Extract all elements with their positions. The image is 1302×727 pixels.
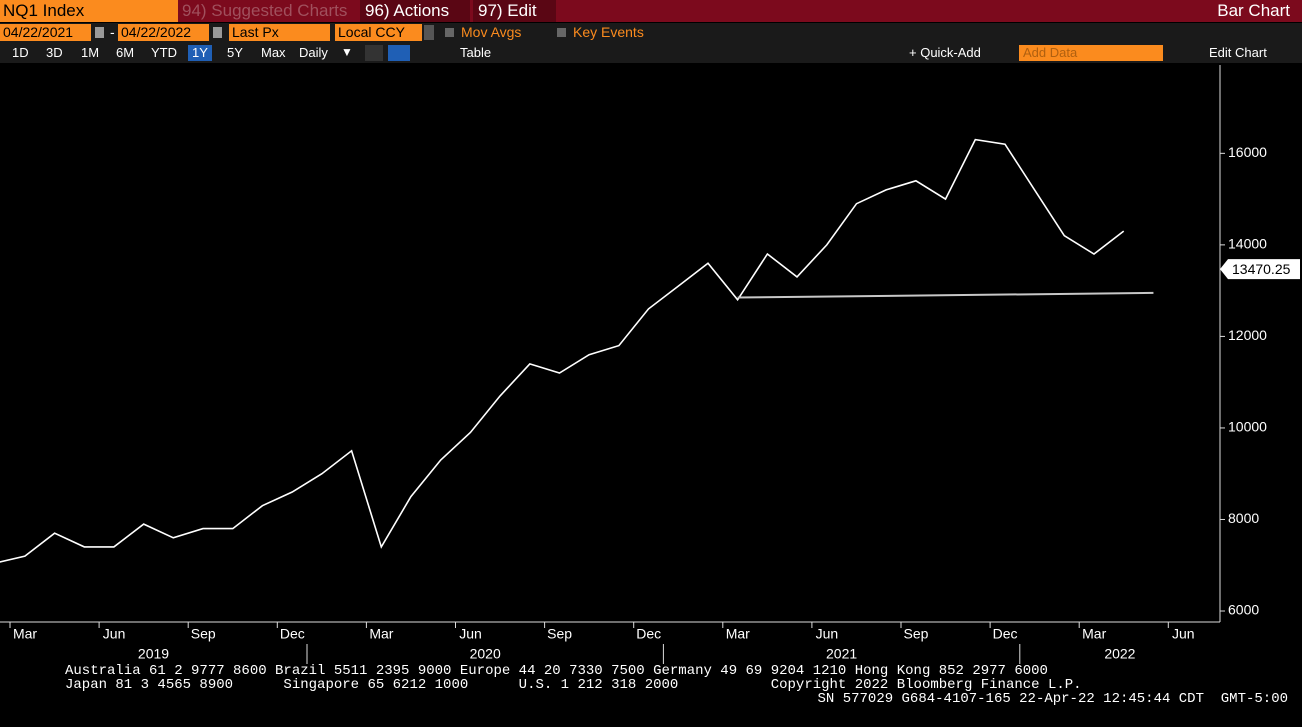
suggested-charts[interactable]: 94) Suggested Charts <box>182 1 348 20</box>
footer-line: Japan 81 3 4565 8900 Singapore 65 6212 1… <box>65 677 1082 693</box>
x-tick-label: Mar <box>1082 626 1106 642</box>
mov-avgs[interactable]: Mov Avgs <box>461 24 522 40</box>
x-tick-label: Mar <box>726 626 750 642</box>
checkbox[interactable] <box>557 28 566 37</box>
range-button[interactable]: 1D <box>12 45 29 60</box>
range-button[interactable]: YTD <box>151 45 177 60</box>
edit-chart[interactable]: Edit Chart <box>1209 45 1267 60</box>
actions-menu[interactable]: 96) Actions <box>360 0 470 22</box>
quick-add[interactable]: + Quick-Add <box>909 45 981 60</box>
x-tick-label: Mar <box>369 626 393 642</box>
x-tick-label: Sep <box>547 626 572 642</box>
x-tick-label: Dec <box>280 626 305 642</box>
trendline <box>737 291 1154 299</box>
y-tick-label: 16000 <box>1228 144 1267 160</box>
currency-select[interactable]: Local CCY <box>335 24 422 41</box>
line-icon[interactable] <box>365 45 383 61</box>
range-button[interactable]: 1M <box>81 45 100 60</box>
x-tick-label: Jun <box>459 626 482 642</box>
y-tick-label: 14000 <box>1228 236 1267 252</box>
year-label: 2019 <box>138 646 169 662</box>
x-tick-label: Jun <box>816 626 839 642</box>
field-select[interactable]: Last Px <box>229 24 330 41</box>
range-button[interactable]: 6M <box>116 45 135 60</box>
view-name: Bar Chart <box>1217 1 1290 20</box>
start-date[interactable]: 04/22/2021 <box>0 24 91 41</box>
year-label: 2021 <box>826 646 857 662</box>
x-tick-label: Jun <box>103 626 126 642</box>
price-line <box>0 138 1125 563</box>
x-tick-label: Jun <box>1172 626 1195 642</box>
edit-menu[interactable]: 97) Edit <box>473 0 556 22</box>
title-bar <box>0 0 1302 22</box>
end-date[interactable]: 04/22/2022 <box>118 24 209 41</box>
footer-line: Australia 61 2 9777 8600 Brazil 5511 239… <box>65 663 1048 679</box>
x-tick-label: Sep <box>904 626 929 642</box>
y-tick-label: 12000 <box>1228 327 1267 343</box>
x-tick-label: Mar <box>13 626 37 642</box>
range-button[interactable]: 3D <box>46 45 63 60</box>
range-button[interactable]: 5Y <box>227 45 243 60</box>
key-events[interactable]: Key Events <box>573 24 644 40</box>
y-tick-label: 8000 <box>1228 510 1259 526</box>
y-tick-label: 6000 <box>1228 602 1259 618</box>
bar-icon[interactable] <box>388 45 410 61</box>
frequency[interactable]: Daily <box>299 45 328 60</box>
add-data[interactable]: Add Data <box>1019 45 1163 61</box>
ticker[interactable]: NQ1 Index <box>0 0 178 22</box>
table-button[interactable]: Table <box>460 45 492 60</box>
range-button[interactable]: 1Y <box>188 45 212 61</box>
last-price-tag <box>1220 259 1300 280</box>
date-dash: - <box>110 24 115 40</box>
dropdown[interactable] <box>424 25 434 40</box>
checkbox[interactable] <box>445 28 454 37</box>
x-tick-label: Dec <box>636 626 661 642</box>
footer-line: SN 577029 G684-4107-165 22-Apr-22 12:45:… <box>817 691 1288 707</box>
calendar-icon[interactable] <box>95 27 104 38</box>
calendar-icon[interactable] <box>213 27 222 38</box>
range-button[interactable]: Max <box>261 45 286 60</box>
x-tick-label: Dec <box>993 626 1018 642</box>
year-label: 2020 <box>470 646 501 662</box>
dropdown-arrow[interactable]: ▼ <box>341 45 353 59</box>
year-label: 2022 <box>1104 646 1135 662</box>
last-price-label: 13470.25 <box>1232 261 1291 277</box>
y-tick-label: 10000 <box>1228 419 1267 435</box>
x-tick-label: Sep <box>191 626 216 642</box>
